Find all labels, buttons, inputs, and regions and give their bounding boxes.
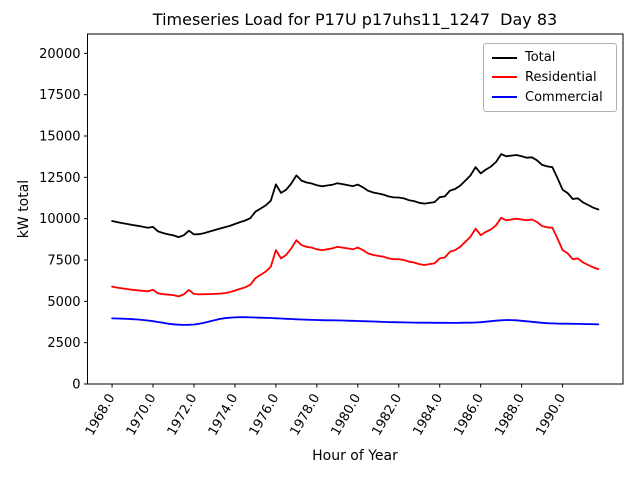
y-tick-label: 20000	[39, 47, 80, 62]
y-tick-label: 2500	[47, 336, 80, 351]
x-tick-label: 1968.0	[83, 392, 119, 439]
x-tick-label: 1970.0	[124, 392, 160, 439]
x-tick-label: 1980.0	[329, 392, 365, 439]
x-tick-label: 1986.0	[451, 392, 487, 439]
y-tick-label: 17500	[39, 88, 80, 103]
series-total-line	[111, 153, 600, 239]
x-tick-label: 1978.0	[288, 392, 324, 439]
legend-label: Commercial	[525, 89, 603, 105]
x-tick-label: 1982.0	[369, 392, 405, 439]
x-tick-label: 1984.0	[410, 392, 446, 439]
chart-title: Timeseries Load for P17U p17uhs11_1247 D…	[152, 10, 558, 29]
legend-label: Residential	[525, 69, 597, 85]
x-axis-label: Hour of Year	[312, 448, 398, 464]
legend: Total Residential Commercial	[483, 43, 617, 112]
x-tick-label: 1988.0	[492, 392, 528, 439]
y-tick-label: 15000	[39, 130, 80, 145]
series-residential-line	[111, 216, 600, 298]
x-tick-label: 1976.0	[247, 392, 283, 439]
x-tick-label: 1990.0	[533, 392, 569, 439]
legend-entries: Total Residential Commercial	[492, 48, 608, 107]
legend-entry-residential: Residential	[492, 71, 608, 84]
y-tick-label: 7500	[47, 254, 80, 269]
legend-line-swatch	[492, 56, 517, 59]
x-tick-label: 1972.0	[165, 392, 201, 439]
y-tick-label: 0	[72, 378, 80, 393]
y-axis-label: kW total	[16, 179, 32, 239]
axes-frame	[87, 33, 624, 385]
y-tick-label: 12500	[39, 171, 80, 186]
y-tick-label: 10000	[39, 212, 80, 227]
legend-entry-total: Total	[492, 51, 608, 64]
x-tick-label: 1974.0	[206, 392, 242, 439]
series-commercial-line	[111, 316, 600, 326]
legend-line-swatch	[492, 96, 517, 99]
legend-line-swatch	[492, 76, 517, 79]
legend-label: Total	[525, 50, 556, 66]
legend-entry-commercial: Commercial	[492, 91, 608, 104]
y-tick-label: 5000	[47, 295, 80, 310]
